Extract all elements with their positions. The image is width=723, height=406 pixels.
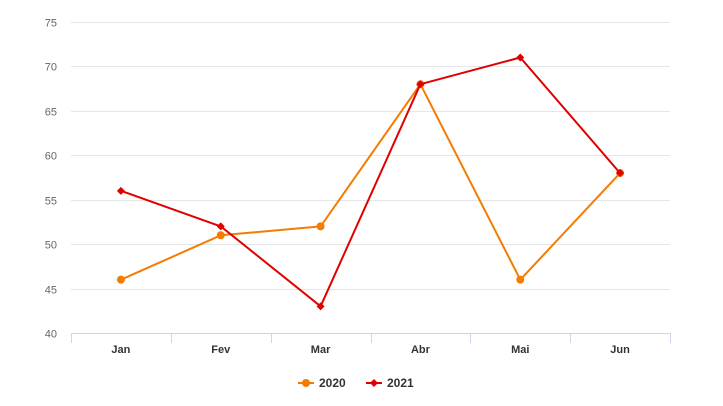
data-point-2020-mai[interactable] <box>516 275 525 284</box>
series-2020 <box>116 80 625 284</box>
legend[interactable]: 2020 2021 <box>298 376 414 390</box>
y-tick-label: 45 <box>45 285 57 297</box>
y-tick-label: 75 <box>45 18 57 30</box>
data-point-2020-jan[interactable] <box>116 275 125 284</box>
legend-item-2020[interactable]: 2020 <box>298 376 346 390</box>
x-tick-label-jan: Jan <box>111 344 130 356</box>
data-point-2021-jun[interactable] <box>616 169 625 178</box>
data-point-2021-mar[interactable] <box>316 302 325 311</box>
series-2021 <box>116 53 625 311</box>
legend-symbol-marker-2020[interactable] <box>302 379 310 387</box>
data-point-2020-mar[interactable] <box>316 222 325 231</box>
legend-item-2021[interactable]: 2021 <box>366 376 414 390</box>
legend-label-2020: 2020 <box>319 376 346 390</box>
data-point-2021-abr[interactable] <box>416 80 425 89</box>
y-tick-label: 60 <box>45 151 57 163</box>
data-point-2021-fev[interactable] <box>216 222 225 231</box>
data-point-2021-mai[interactable] <box>516 53 525 62</box>
data-point-2021-jan[interactable] <box>116 186 125 195</box>
legend-symbol-marker-2021[interactable] <box>370 379 378 387</box>
y-tick-label: 50 <box>45 240 57 252</box>
data-point-2020-fev[interactable] <box>216 231 225 240</box>
y-tick-label: 40 <box>45 329 57 341</box>
x-tick-label-jun: Jun <box>610 344 630 356</box>
y-tick-label: 70 <box>45 62 57 74</box>
legend-label-2021: 2021 <box>387 376 414 390</box>
grid-layer <box>71 22 670 290</box>
x-tick-label-fev: Fev <box>211 344 231 356</box>
x-tick-label-abr: Abr <box>411 344 431 356</box>
y-tick-label: 65 <box>45 107 57 119</box>
series-layer <box>116 53 625 311</box>
y-tick-label: 55 <box>45 196 57 208</box>
series-line-2021 <box>119 56 622 308</box>
axis-layer: 40 45 50 55 60 65 70 75 Jan Fev Mar Abr Mai Jun <box>45 18 671 356</box>
x-tick-label-mai: Mai <box>511 344 529 356</box>
x-tick-label-mar: Mar <box>311 344 331 356</box>
series-line-2020 <box>119 83 622 281</box>
